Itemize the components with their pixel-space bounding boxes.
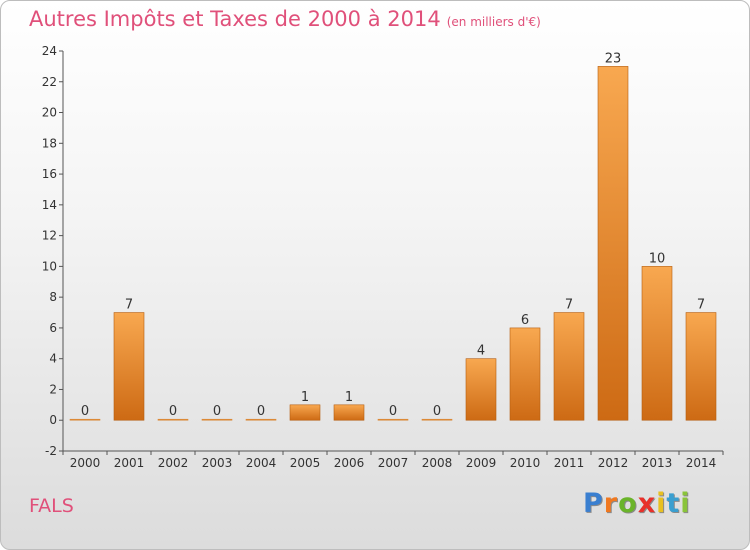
y-tick-label: 14 <box>42 198 57 212</box>
x-tick-label: 2005 <box>290 456 321 470</box>
bar <box>509 327 541 421</box>
bar <box>69 418 101 421</box>
x-tick-label: 2003 <box>202 456 233 470</box>
logo-letter: r <box>603 488 619 519</box>
bar <box>157 418 189 421</box>
logo-letter: P <box>583 488 604 519</box>
y-tick-label: 22 <box>42 75 57 89</box>
data-label: 10 <box>649 251 666 266</box>
x-tick-label: 2008 <box>422 456 453 470</box>
y-tick-label: 16 <box>42 167 57 181</box>
chart-unit-text: (en milliers d'€) <box>446 15 541 29</box>
data-label: 7 <box>697 298 705 313</box>
x-tick-label: 2011 <box>554 456 585 470</box>
chart-title: Autres Impôts et Taxes de 2000 à 2014 (en… <box>29 7 541 31</box>
y-tick-label: 8 <box>49 290 57 304</box>
data-label: 7 <box>125 298 133 313</box>
y-tick-label: 24 <box>42 44 57 58</box>
y-tick-label: 2 <box>49 382 57 396</box>
bar <box>641 266 673 421</box>
y-tick-label: 4 <box>49 352 57 366</box>
logo-letter: x <box>637 488 657 519</box>
bar <box>465 358 497 421</box>
data-label: 4 <box>477 344 485 359</box>
bar <box>377 418 409 421</box>
bar <box>421 418 453 421</box>
x-tick-label: 2000 <box>70 456 101 470</box>
logo-letter: i <box>656 488 667 519</box>
data-label: 1 <box>345 390 353 405</box>
x-tick-label: 2006 <box>334 456 365 470</box>
bar <box>289 404 321 421</box>
x-tick-label: 2010 <box>510 456 541 470</box>
bar <box>113 312 145 421</box>
x-tick-label: 2013 <box>642 456 673 470</box>
logo-letter: t <box>666 488 681 519</box>
x-tick-label: 2009 <box>466 456 497 470</box>
data-label: 0 <box>169 404 177 419</box>
data-label: 23 <box>605 51 622 66</box>
bar <box>201 418 233 421</box>
bar <box>245 418 277 421</box>
data-label: 0 <box>81 404 89 419</box>
commune-name: FALS <box>29 495 74 517</box>
data-label: 0 <box>389 404 397 419</box>
y-tick-label: 20 <box>42 106 57 120</box>
chart-bars <box>69 66 717 421</box>
x-tick-label: 2012 <box>598 456 629 470</box>
bar <box>333 404 365 421</box>
y-tick-label: 18 <box>42 136 57 150</box>
bar <box>553 312 585 421</box>
y-tick-label: 12 <box>42 229 57 243</box>
data-label: 1 <box>301 390 309 405</box>
y-tick-label: 0 <box>49 413 57 427</box>
y-tick-label: 6 <box>49 321 57 335</box>
proxiti-logo: Proxiti <box>583 488 691 519</box>
x-tick-label: 2001 <box>114 456 145 470</box>
data-label: 0 <box>213 404 221 419</box>
x-tick-label: 2002 <box>158 456 189 470</box>
bar <box>597 66 629 421</box>
data-label: 6 <box>521 313 529 328</box>
y-tick-label: 10 <box>42 259 57 273</box>
bar <box>685 312 717 421</box>
x-tick-label: 2007 <box>378 456 409 470</box>
x-tick-label: 2004 <box>246 456 277 470</box>
x-tick-label: 2014 <box>686 456 717 470</box>
data-label: 7 <box>565 298 573 313</box>
logo-letter: o <box>618 488 638 519</box>
logo-letter: i <box>680 488 691 519</box>
data-label: 0 <box>433 404 441 419</box>
y-tick-label: -2 <box>45 444 57 458</box>
chart-title-text: Autres Impôts et Taxes de 2000 à 2014 <box>29 7 441 31</box>
data-label: 0 <box>257 404 265 419</box>
